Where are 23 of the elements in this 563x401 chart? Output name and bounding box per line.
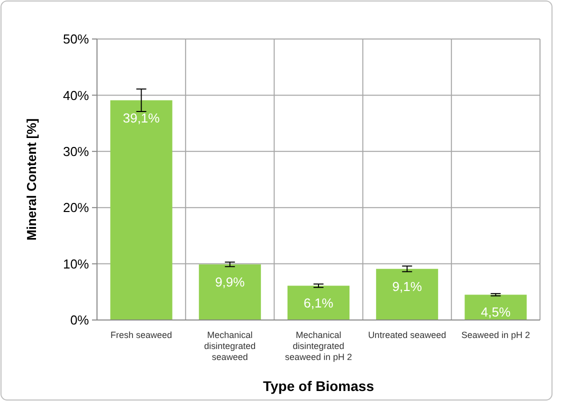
y-tick-label: 0% xyxy=(70,312,90,328)
x-tick-label: Mechanical disintegrated seaweed in pH 2 xyxy=(284,330,352,362)
bar xyxy=(110,100,172,320)
y-tick-label: 30% xyxy=(62,144,90,159)
bar xyxy=(287,286,350,320)
x-axis-title: Type of Biomass xyxy=(263,378,374,394)
bar xyxy=(464,294,527,320)
x-tick-label: Untreated seaweed xyxy=(368,330,446,340)
data-label: 9,9% xyxy=(215,274,246,290)
x-tick-label: Fresh seaweed xyxy=(110,330,172,340)
data-label: 39,1% xyxy=(122,110,160,126)
data-label: 6,1% xyxy=(304,296,334,311)
x-tick-label: Mechanical disintegrated seaweed xyxy=(204,330,256,362)
y-tick-label: 10% xyxy=(62,256,90,272)
bar xyxy=(376,268,438,320)
bar xyxy=(198,264,261,320)
y-axis-title: Mineral Content [%] xyxy=(24,118,39,241)
y-tick-label: 50% xyxy=(62,32,90,47)
y-tick-label: 20% xyxy=(62,200,90,216)
data-label: 9,1% xyxy=(392,278,422,294)
y-tick-label: 40% xyxy=(62,88,90,103)
data-label: 4,5% xyxy=(480,304,511,320)
x-tick-label: Seaweed in pH 2 xyxy=(461,330,530,340)
